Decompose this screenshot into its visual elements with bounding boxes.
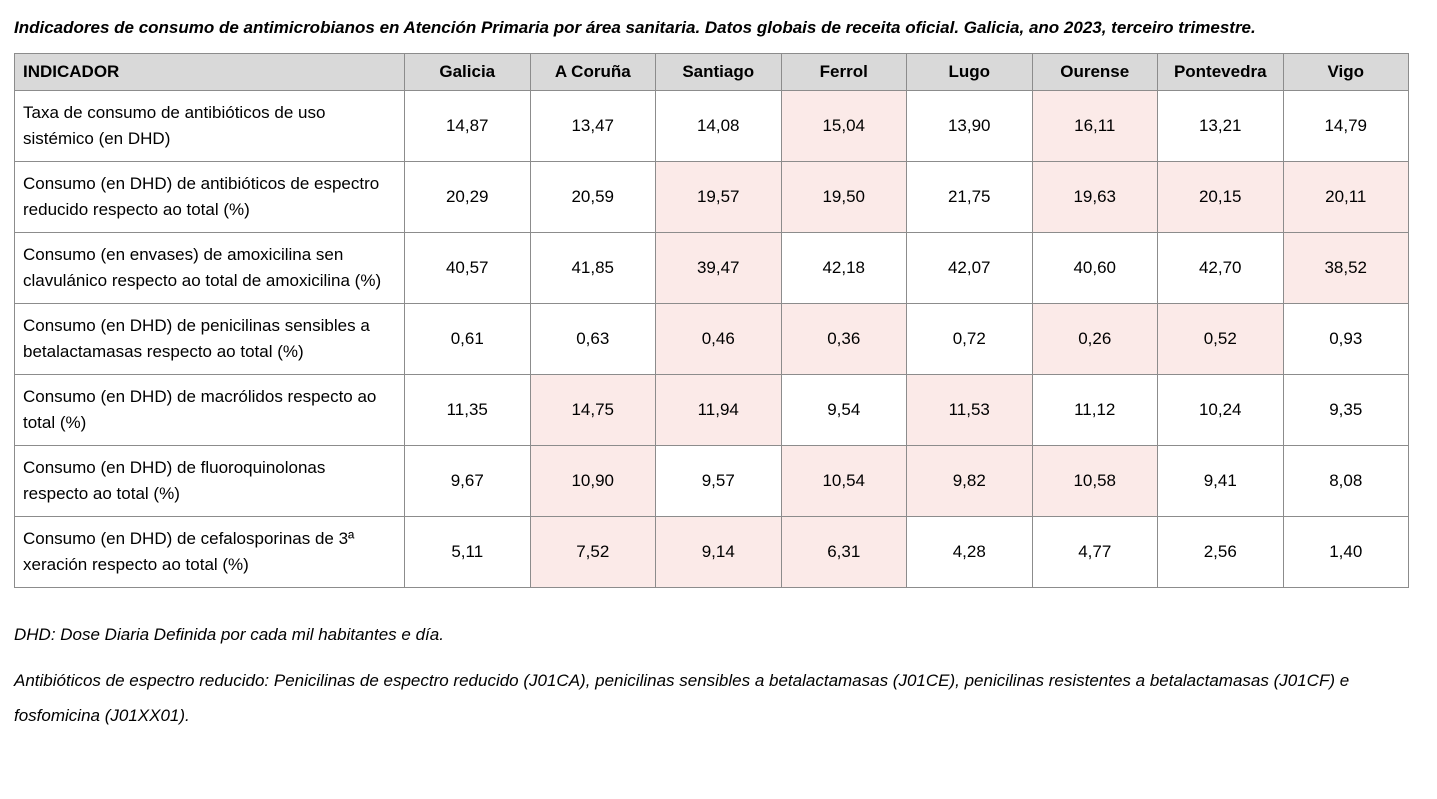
- column-header-ourense: Ourense: [1031, 53, 1158, 91]
- column-header-pontevedra: Pontevedra: [1157, 53, 1284, 91]
- value-cell: 9,82: [906, 445, 1033, 517]
- table-row: Consumo (en DHD) de penicilinas sensible…: [14, 303, 1409, 375]
- value-cell: 20,15: [1157, 161, 1284, 233]
- value-cell: 7,52: [529, 516, 656, 588]
- value-cell: 39,47: [655, 232, 782, 304]
- column-header-vigo: Vigo: [1282, 53, 1409, 91]
- indicator-cell: Consumo (en envases) de amoxicilina sen …: [14, 232, 405, 304]
- value-cell: 16,11: [1031, 90, 1158, 162]
- value-cell: 19,63: [1031, 161, 1158, 233]
- value-cell: 42,18: [780, 232, 907, 304]
- value-cell: 19,57: [655, 161, 782, 233]
- value-cell: 14,08: [655, 90, 782, 162]
- value-cell: 6,31: [780, 516, 907, 588]
- column-header-indicador: INDICADOR: [14, 53, 405, 91]
- value-cell: 10,58: [1031, 445, 1158, 517]
- value-cell: 15,04: [780, 90, 907, 162]
- value-cell: 0,63: [529, 303, 656, 375]
- indicators-table: INDICADOR Galicia A Coruña Santiago Ferr…: [14, 53, 1409, 588]
- value-cell: 0,46: [655, 303, 782, 375]
- value-cell: 10,24: [1157, 374, 1284, 446]
- indicator-cell: Consumo (en DHD) de macrólidos respecto …: [14, 374, 405, 446]
- page: Indicadores de consumo de antimicrobiano…: [14, 18, 1409, 725]
- value-cell: 0,36: [780, 303, 907, 375]
- value-cell: 20,29: [404, 161, 531, 233]
- table-header-row: INDICADOR Galicia A Coruña Santiago Ferr…: [14, 53, 1409, 91]
- value-cell: 42,07: [906, 232, 1033, 304]
- value-cell: 0,61: [404, 303, 531, 375]
- column-header-a-coruna: A Coruña: [529, 53, 656, 91]
- value-cell: 1,40: [1282, 516, 1409, 588]
- footnote-dhd: DHD: Dose Diaria Definida por cada mil h…: [14, 625, 444, 644]
- value-cell: 38,52: [1282, 232, 1409, 304]
- indicator-cell: Consumo (en DHD) de antibióticos de espe…: [14, 161, 405, 233]
- value-cell: 11,35: [404, 374, 531, 446]
- table-row: Consumo (en DHD) de antibióticos de espe…: [14, 161, 1409, 233]
- column-header-lugo: Lugo: [906, 53, 1033, 91]
- value-cell: 13,47: [529, 90, 656, 162]
- value-cell: 11,53: [906, 374, 1033, 446]
- indicator-cell: Consumo (en DHD) de penicilinas sensible…: [14, 303, 405, 375]
- value-cell: 0,93: [1282, 303, 1409, 375]
- table-row: Consumo (en DHD) de macrólidos respecto …: [14, 374, 1409, 446]
- value-cell: 42,70: [1157, 232, 1284, 304]
- value-cell: 0,52: [1157, 303, 1284, 375]
- indicator-cell: Taxa de consumo de antibióticos de uso s…: [14, 90, 405, 162]
- table-row: Consumo (en DHD) de cefalosporinas de 3ª…: [14, 516, 1409, 588]
- value-cell: 14,79: [1282, 90, 1409, 162]
- footnote-espectro-reducido: Antibióticos de espectro reducido: Penic…: [14, 671, 1350, 725]
- value-cell: 20,11: [1282, 161, 1409, 233]
- value-cell: 9,57: [655, 445, 782, 517]
- indicator-cell: Consumo (en DHD) de cefalosporinas de 3ª…: [14, 516, 405, 588]
- indicator-cell: Consumo (en DHD) de fluoroquinolonas res…: [14, 445, 405, 517]
- page-title: Indicadores de consumo de antimicrobiano…: [14, 18, 1256, 37]
- value-cell: 9,35: [1282, 374, 1409, 446]
- value-cell: 13,21: [1157, 90, 1284, 162]
- value-cell: 4,77: [1031, 516, 1158, 588]
- value-cell: 10,54: [780, 445, 907, 517]
- value-cell: 10,90: [529, 445, 656, 517]
- value-cell: 20,59: [529, 161, 656, 233]
- value-cell: 13,90: [906, 90, 1033, 162]
- value-cell: 14,75: [529, 374, 656, 446]
- value-cell: 0,72: [906, 303, 1033, 375]
- value-cell: 40,60: [1031, 232, 1158, 304]
- value-cell: 8,08: [1282, 445, 1409, 517]
- value-cell: 21,75: [906, 161, 1033, 233]
- value-cell: 40,57: [404, 232, 531, 304]
- column-header-santiago: Santiago: [655, 53, 782, 91]
- column-header-ferrol: Ferrol: [780, 53, 907, 91]
- value-cell: 11,94: [655, 374, 782, 446]
- value-cell: 9,54: [780, 374, 907, 446]
- table-row: Consumo (en envases) de amoxicilina sen …: [14, 232, 1409, 304]
- value-cell: 4,28: [906, 516, 1033, 588]
- value-cell: 9,14: [655, 516, 782, 588]
- value-cell: 14,87: [404, 90, 531, 162]
- table-row: Consumo (en DHD) de fluoroquinolonas res…: [14, 445, 1409, 517]
- value-cell: 5,11: [404, 516, 531, 588]
- value-cell: 2,56: [1157, 516, 1284, 588]
- value-cell: 41,85: [529, 232, 656, 304]
- table-row: Taxa de consumo de antibióticos de uso s…: [14, 90, 1409, 162]
- value-cell: 9,41: [1157, 445, 1284, 517]
- column-header-galicia: Galicia: [404, 53, 531, 91]
- value-cell: 11,12: [1031, 374, 1158, 446]
- value-cell: 19,50: [780, 161, 907, 233]
- value-cell: 0,26: [1031, 303, 1158, 375]
- value-cell: 9,67: [404, 445, 531, 517]
